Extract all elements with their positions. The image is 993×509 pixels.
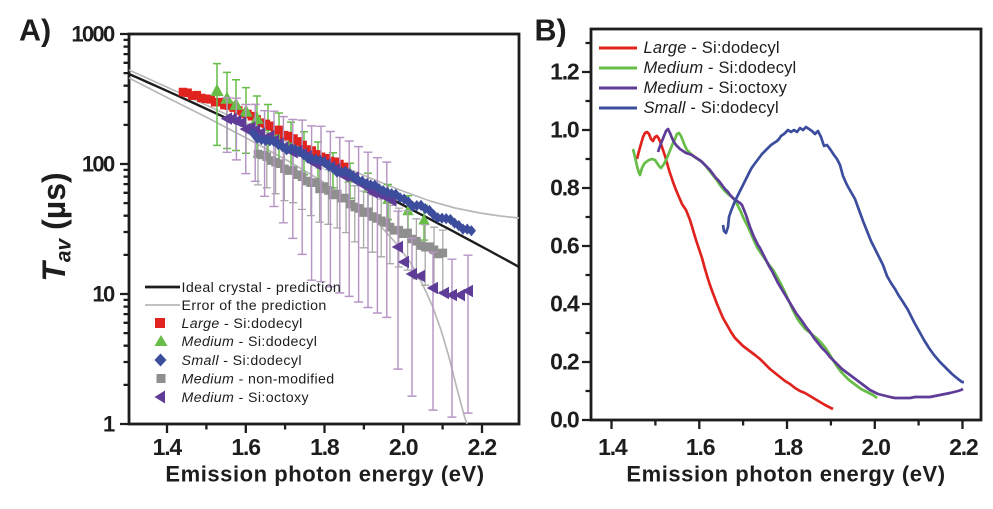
svg-text:100: 100 bbox=[82, 152, 115, 177]
svg-text:10: 10 bbox=[92, 282, 115, 307]
svg-text:1.6: 1.6 bbox=[686, 434, 715, 460]
svg-text:1.8: 1.8 bbox=[310, 434, 340, 460]
svg-text:B): B) bbox=[535, 14, 567, 48]
svg-text:1.8: 1.8 bbox=[774, 434, 804, 460]
svg-text:2.0: 2.0 bbox=[861, 434, 890, 460]
svg-text:Medium - Si:dodecyl: Medium - Si:dodecyl bbox=[644, 59, 797, 77]
svg-text:2.2: 2.2 bbox=[949, 434, 978, 460]
svg-text:Tav (µs): Tav (µs) bbox=[36, 172, 76, 281]
svg-text:Medium - Si:octoxy: Medium - Si:octoxy bbox=[644, 79, 788, 97]
svg-text:0.2: 0.2 bbox=[550, 349, 579, 375]
svg-text:Large - Si:dodecyl: Large - Si:dodecyl bbox=[644, 39, 780, 57]
svg-text:2.2: 2.2 bbox=[468, 434, 497, 460]
svg-text:0.8: 0.8 bbox=[550, 175, 580, 201]
svg-text:0.6: 0.6 bbox=[550, 233, 579, 259]
svg-text:Ideal crystal - prediction: Ideal crystal - prediction bbox=[182, 280, 342, 296]
svg-text:1.2: 1.2 bbox=[550, 59, 579, 85]
svg-text:Large - Si:dodecyl: Large - Si:dodecyl bbox=[182, 316, 303, 332]
svg-text:2.0: 2.0 bbox=[389, 434, 418, 460]
svg-text:Small - Si:dodecyl: Small - Si:dodecyl bbox=[644, 99, 779, 117]
svg-text:Error of the prediction: Error of the prediction bbox=[182, 298, 327, 314]
svg-text:1.4: 1.4 bbox=[153, 434, 183, 460]
svg-text:0.0: 0.0 bbox=[550, 407, 579, 433]
svg-text:Medium - Si:octoxy: Medium - Si:octoxy bbox=[182, 390, 310, 406]
svg-text:Medium - Si:dodecyl: Medium - Si:dodecyl bbox=[182, 334, 318, 350]
svg-text:Medium - non-modified: Medium - non-modified bbox=[182, 372, 335, 388]
svg-text:0.4: 0.4 bbox=[550, 291, 580, 317]
svg-text:1: 1 bbox=[103, 412, 115, 437]
svg-text:A): A) bbox=[19, 14, 51, 48]
svg-text:Emission photon energy (eV): Emission photon energy (eV) bbox=[626, 462, 945, 487]
svg-text:1.6: 1.6 bbox=[231, 434, 260, 460]
svg-text:1.4: 1.4 bbox=[598, 434, 628, 460]
svg-text:1000: 1000 bbox=[71, 22, 115, 47]
svg-text:Small - Si:dodecyl: Small - Si:dodecyl bbox=[182, 353, 302, 369]
svg-text:1.0: 1.0 bbox=[550, 117, 579, 143]
svg-text:Emission photon energy (eV): Emission photon energy (eV) bbox=[165, 462, 484, 487]
